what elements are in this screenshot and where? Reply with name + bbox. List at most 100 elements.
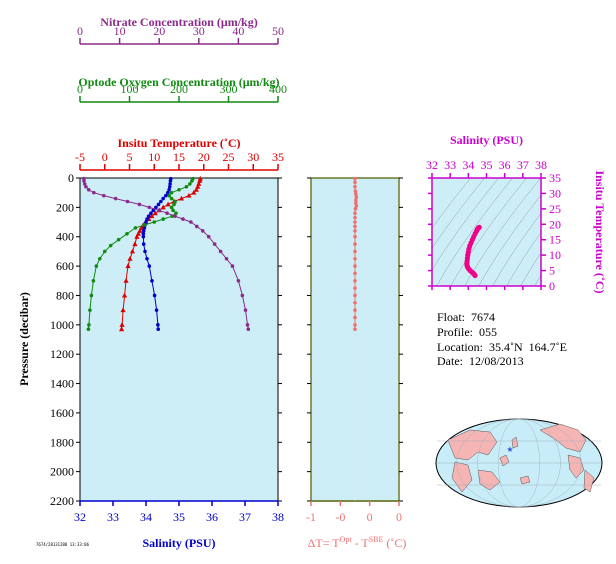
salinity-point bbox=[149, 211, 153, 216]
delta-tick-label: -1 bbox=[306, 510, 316, 524]
pressure-axis-label: Pressure (decibar) bbox=[17, 292, 31, 386]
salinity-point bbox=[168, 179, 173, 183]
salinity-point bbox=[159, 199, 163, 204]
nitrate-series bbox=[82, 176, 251, 332]
oxygen-point bbox=[184, 185, 189, 189]
ts-y-tick-label: 25 bbox=[549, 202, 561, 216]
delta-point bbox=[354, 201, 358, 205]
oxygen-tick-label: 200 bbox=[170, 82, 188, 96]
nitrate-point bbox=[240, 293, 245, 298]
oxygen-point bbox=[108, 243, 113, 248]
nitrate-tick-label: 40 bbox=[232, 24, 244, 38]
salinity-point bbox=[154, 308, 159, 312]
ts-x-tick-label: 35 bbox=[481, 158, 493, 172]
nitrate-point bbox=[82, 179, 86, 183]
oxygen-tick-label: 100 bbox=[121, 82, 139, 96]
nitrate-point bbox=[181, 217, 185, 221]
temperature-point bbox=[186, 192, 192, 198]
temperature-point bbox=[178, 195, 185, 201]
salinity-tick-label: 32 bbox=[74, 510, 86, 524]
ts-y-tick-label: 10 bbox=[549, 248, 561, 262]
ts-contour bbox=[450, 178, 527, 286]
oxygen-point bbox=[152, 220, 157, 224]
salinity-point bbox=[141, 242, 146, 246]
ts-plot-area bbox=[432, 178, 541, 286]
salinity-point bbox=[152, 293, 157, 298]
temperature-point bbox=[149, 213, 155, 219]
main-plot-area bbox=[79, 177, 279, 502]
salinity-point bbox=[165, 190, 170, 195]
oxygen-point bbox=[133, 226, 138, 230]
nitrate-point bbox=[195, 224, 199, 229]
temperature-point bbox=[129, 248, 136, 254]
delta-point bbox=[353, 278, 357, 283]
delta-label-part: SBE bbox=[369, 535, 384, 544]
delta-axis-label: ΔT= TOpt - TSBE (˚C) bbox=[308, 535, 407, 550]
timestamp-stamp: 7674/20131208 13:33:06 bbox=[36, 542, 89, 547]
temperature-tick-label: -5 bbox=[75, 150, 85, 164]
pressure-tick-label: 2000 bbox=[50, 465, 74, 479]
pressure-tick-label: 800 bbox=[56, 288, 74, 302]
ts-contour bbox=[478, 194, 541, 286]
oxygen-tick-label: 300 bbox=[220, 82, 238, 96]
oxygen-tick-label: 0 bbox=[77, 82, 83, 96]
oxygen-point bbox=[169, 190, 174, 195]
oxygen-point bbox=[116, 237, 121, 242]
ts-y-tick-label: 15 bbox=[549, 233, 561, 247]
delta-tick-label: 0 bbox=[396, 510, 402, 524]
oxygen-point bbox=[174, 211, 178, 216]
temperature-point bbox=[125, 263, 131, 269]
nitrate-tick-label: 30 bbox=[193, 24, 205, 38]
delta-point bbox=[353, 242, 357, 246]
salinity-point bbox=[141, 231, 146, 236]
temperature-point bbox=[160, 204, 166, 210]
delta-tick-label: -0 bbox=[335, 510, 345, 524]
nitrate-point bbox=[82, 182, 87, 186]
salinity-tick-label: 33 bbox=[107, 510, 119, 524]
oxygen-point bbox=[161, 217, 165, 221]
nitrate-point bbox=[236, 278, 241, 283]
oxygen-point bbox=[171, 208, 175, 213]
temperature-point bbox=[123, 277, 129, 283]
ts-y-tick-label: 0 bbox=[549, 279, 555, 293]
nitrate-point bbox=[212, 242, 217, 246]
oxygen-point bbox=[167, 193, 171, 198]
map-landmass bbox=[519, 475, 531, 485]
oxygen-point bbox=[177, 187, 181, 192]
nitrate-point bbox=[243, 308, 248, 312]
ts-series bbox=[464, 224, 482, 279]
salinity-point bbox=[168, 182, 172, 186]
nitrate-point bbox=[113, 196, 118, 201]
ts-x-tick-label: 34 bbox=[462, 158, 474, 172]
salinity-tick-label: 35 bbox=[173, 510, 185, 524]
delta-point bbox=[353, 215, 357, 220]
info-profile: Profile: 055 bbox=[437, 325, 497, 339]
temperature-point bbox=[132, 241, 138, 247]
ts-y-tick-label: 30 bbox=[549, 186, 561, 200]
ts-y-tick-label: 20 bbox=[549, 217, 561, 231]
map-landmass bbox=[451, 461, 473, 493]
delta-point bbox=[353, 264, 357, 268]
info-location: Location: 35.4˚N 164.7˚E bbox=[437, 340, 567, 354]
ts-x-tick-label: 32 bbox=[426, 158, 438, 172]
pressure-tick-label: 400 bbox=[56, 230, 74, 244]
delta-point bbox=[353, 256, 357, 261]
delta-point bbox=[353, 271, 357, 276]
delta-series bbox=[353, 176, 359, 332]
map-landmass bbox=[583, 469, 595, 493]
oxygen-point bbox=[172, 202, 176, 207]
oxygen-point bbox=[102, 249, 107, 254]
nitrate-point bbox=[84, 185, 88, 189]
salinity-point bbox=[141, 234, 146, 239]
pressure-tick-label: 1400 bbox=[50, 377, 74, 391]
nitrate-point bbox=[165, 211, 169, 216]
map-landmass bbox=[499, 454, 510, 467]
salinity-axis-label: Salinity (PSU) bbox=[142, 536, 215, 550]
salinity-point bbox=[142, 226, 147, 230]
temperature-tick-label: 5 bbox=[127, 150, 133, 164]
salinity-tick-label: 36 bbox=[206, 510, 218, 524]
nitrate-line bbox=[83, 178, 249, 330]
delta-point bbox=[353, 308, 357, 312]
temperature-tick-label: 25 bbox=[223, 150, 235, 164]
delta-point bbox=[353, 300, 357, 305]
